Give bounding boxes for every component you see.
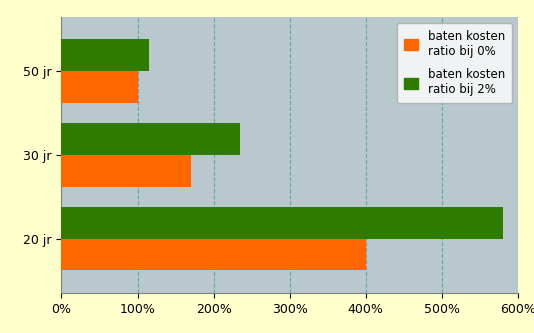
Bar [61, 71, 138, 103]
Bar [61, 239, 366, 270]
Legend: baten kosten
ratio bij 0%, baten kosten
ratio bij 2%: baten kosten ratio bij 0%, baten kosten … [397, 23, 512, 103]
Bar [61, 207, 503, 239]
Bar [61, 155, 191, 187]
Bar [61, 39, 149, 71]
Bar [61, 123, 240, 155]
